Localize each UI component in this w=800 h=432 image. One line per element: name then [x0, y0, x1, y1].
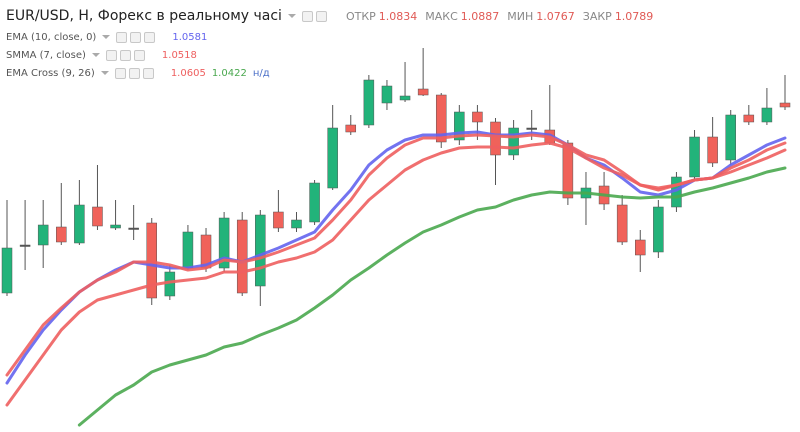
- header-row: EUR/USD, H, Форекс в реальному часі ОТКР…: [6, 4, 653, 28]
- candle-body: [616, 204, 628, 243]
- icon[interactable]: [128, 67, 140, 79]
- indicator-reading: 1.0605: [170, 67, 206, 79]
- icons: [116, 31, 158, 43]
- candle-body: [653, 206, 664, 253]
- candle-body: [562, 142, 574, 199]
- candle-body: [454, 111, 465, 141]
- icon[interactable]: [133, 49, 145, 61]
- icon[interactable]: [114, 67, 126, 79]
- chart-title: EUR/USD, H, Форекс в реальному часі: [6, 8, 282, 24]
- dropdown[interactable]: [100, 71, 109, 75]
- indicator-line: [5, 130, 787, 385]
- candle-body: [291, 219, 302, 229]
- ohlc-fields: ОТКР 1.0834 МАКС 1.0887 МИН 1.0767 ЗАКР 1.0789: [338, 8, 653, 24]
- icons: [114, 67, 157, 79]
- candle-body: [689, 136, 700, 178]
- candle-body: [56, 226, 67, 243]
- candle-body: [92, 206, 103, 227]
- indicator-name: SMMA (7, close): [6, 49, 86, 61]
- indicator-reading: 1.0518: [161, 49, 197, 61]
- icons: [301, 10, 330, 22]
- candle-body: [182, 231, 194, 269]
- icons: [105, 49, 148, 61]
- icon[interactable]: [116, 31, 128, 43]
- indicator-name: EMA Cross (9, 26): [6, 67, 95, 79]
- candle-body: [526, 127, 537, 130]
- candle-body: [74, 204, 85, 244]
- indicator-list: EMA (10, close, 0) 1.0581 SMMA (7, close) 1…: [6, 28, 653, 82]
- indicator-row: EMA Cross (9, 26) 1.0605 1.0422 н/д: [6, 64, 653, 82]
- icon[interactable]: [301, 10, 313, 22]
- field-label: ОТКР: [345, 10, 376, 23]
- candle-body: [19, 244, 31, 247]
- icon[interactable]: [105, 49, 117, 61]
- indicator-line: [5, 141, 787, 407]
- candle-body: [381, 85, 393, 104]
- candle-body: [37, 224, 49, 246]
- icon[interactable]: [144, 31, 156, 43]
- candle-body: [490, 121, 501, 156]
- icon[interactable]: [119, 49, 131, 61]
- field-value: 1.0887: [460, 10, 500, 23]
- field-value: 1.0834: [378, 10, 418, 23]
- dropdown[interactable]: [287, 14, 296, 18]
- candle-body: [508, 127, 519, 156]
- candle-body: [725, 114, 736, 161]
- candle-body: [363, 79, 375, 126]
- indicator-name: EMA (10, close, 0): [6, 31, 97, 43]
- candle-body: [110, 224, 121, 229]
- field-label: МИН: [507, 10, 534, 23]
- indicator-line: [77, 166, 787, 427]
- candle-body: [779, 102, 791, 108]
- dropdown[interactable]: [102, 35, 111, 39]
- candle-body: [128, 227, 139, 230]
- indicator-row: EMA (10, close, 0) 1.0581: [6, 28, 653, 46]
- candle-body: [417, 88, 429, 96]
- indicator-note: н/д: [252, 67, 270, 79]
- candle-body: [218, 217, 230, 269]
- icon[interactable]: [130, 31, 142, 43]
- candle-body: [399, 95, 411, 101]
- candle-body: [345, 124, 357, 133]
- indicator-reading: 1.0581: [172, 31, 208, 43]
- candle-body: [1, 247, 13, 294]
- candle-body: [236, 219, 248, 294]
- candle-body: [635, 239, 646, 256]
- candle-body: [327, 127, 338, 189]
- field-value: 1.0767: [536, 10, 575, 23]
- candle-body: [761, 107, 773, 123]
- field-label: МАКС: [425, 10, 458, 23]
- candle-body: [435, 94, 447, 143]
- icon[interactable]: [142, 67, 154, 79]
- candle-body: [309, 182, 320, 223]
- candle-body: [743, 114, 755, 123]
- candle-body: [273, 211, 284, 229]
- candle-body: [707, 136, 718, 164]
- legend: EUR/USD, H, Форекс в реальному часі ОТКР…: [6, 4, 653, 82]
- indicator-line: [5, 133, 787, 377]
- indicator-reading: 1.0422: [211, 67, 247, 79]
- field-value: 1.0789: [614, 10, 654, 23]
- candle-body: [255, 214, 266, 287]
- field-label: ЗАКР: [582, 10, 612, 23]
- dropdown[interactable]: [91, 53, 100, 57]
- candle-body: [472, 111, 483, 123]
- icon[interactable]: [315, 10, 327, 22]
- indicator-row: SMMA (7, close) 1.0518: [6, 46, 653, 64]
